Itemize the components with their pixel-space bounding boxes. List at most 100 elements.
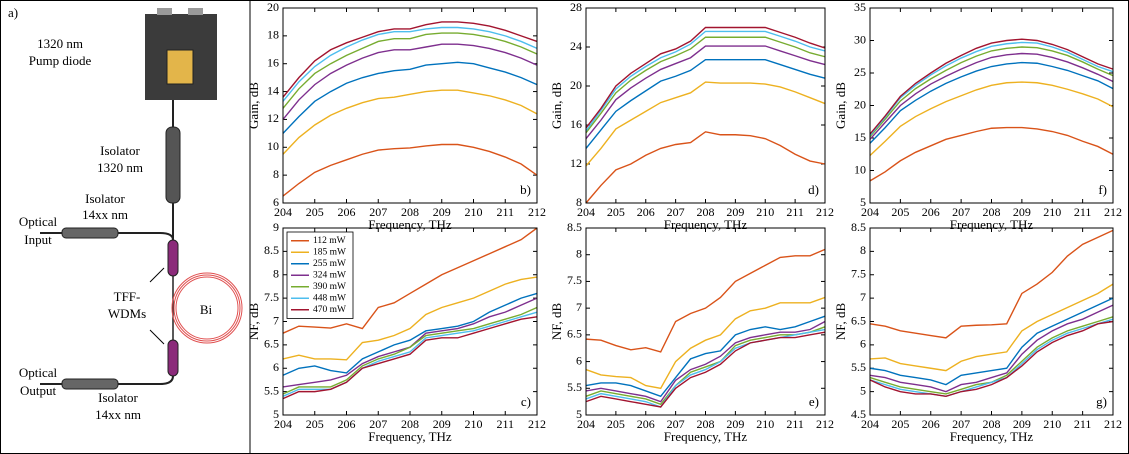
- wdm-label: TFF-: [114, 289, 141, 304]
- x-tick-label: 209: [1013, 205, 1031, 219]
- series-line: [282, 26, 538, 102]
- y-tick-label: 20: [854, 97, 866, 111]
- series-line: [585, 328, 826, 408]
- x-tick-label: 208: [401, 205, 419, 219]
- isolator-label: 14xx nm: [82, 207, 128, 222]
- y-tick-label: 35: [854, 0, 866, 14]
- series-line: [585, 58, 826, 149]
- wdm-label: WDMs: [108, 306, 146, 321]
- plot-frame: [282, 227, 538, 416]
- x-axis-label: Frequency, THz: [368, 429, 452, 444]
- x-tick-label: 210: [756, 417, 774, 431]
- panel-label: d): [808, 182, 819, 197]
- input-label: Optical: [19, 214, 58, 229]
- series-line: [869, 318, 1114, 398]
- series-line: [282, 89, 538, 155]
- y-tick-label: 18: [267, 28, 279, 42]
- isolator-label: 1320 nm: [97, 160, 143, 175]
- plot-frame: [585, 7, 826, 204]
- x-tick-label: 205: [891, 205, 909, 219]
- y-tick-label: 10: [854, 162, 866, 176]
- panel-label: a): [8, 5, 18, 20]
- legend-label: 470 mW: [313, 305, 346, 315]
- input-label: Input: [24, 232, 52, 247]
- series-line: [282, 292, 538, 376]
- y-tick-label: 8.5: [851, 220, 866, 234]
- y-tick-label: 16: [267, 55, 279, 69]
- fiber: [40, 232, 174, 241]
- x-tick-label: 209: [433, 205, 451, 219]
- x-tick-label: 209: [1013, 417, 1031, 431]
- y-tick-label: 6: [273, 195, 279, 209]
- x-tick-label: 204: [577, 205, 595, 219]
- x-tick-label: 211: [1074, 205, 1092, 219]
- legend-label: 324 mW: [313, 270, 346, 280]
- output-label: Output: [20, 383, 57, 398]
- arrow: [149, 329, 165, 345]
- y-tick-label: 28: [570, 0, 582, 14]
- plot-frame: [585, 227, 826, 416]
- x-tick-label: 208: [983, 205, 1001, 219]
- x-tick-label: 211: [496, 417, 514, 431]
- x-tick-label: 212: [816, 417, 834, 431]
- y-tick-label: 16: [570, 117, 582, 131]
- y-tick-label: 10: [267, 139, 279, 153]
- bi-fiber-coil: [171, 272, 243, 344]
- pump-chip: [166, 49, 194, 85]
- x-tick-label: 204: [861, 417, 879, 431]
- isolator-label: 14xx nm: [95, 407, 141, 422]
- y-tick-label: 7: [576, 300, 582, 314]
- plot-frame: [869, 227, 1114, 416]
- series-line: [585, 131, 826, 204]
- y-tick-label: 6.5: [567, 327, 582, 341]
- pump-label: 1320 nm: [37, 36, 83, 51]
- y-tick-label: 6: [273, 360, 279, 374]
- series-line: [585, 36, 826, 134]
- x-tick-label: 211: [786, 205, 804, 219]
- isolator-label: Isolator: [98, 390, 138, 405]
- legend-label: 448 mW: [313, 293, 346, 303]
- x-axis-label: Frequency, THz: [664, 429, 748, 444]
- y-tick-label: 30: [854, 32, 866, 46]
- x-tick-label: 207: [667, 205, 685, 219]
- y-tick-label: 8: [576, 195, 582, 209]
- y-tick-label: 9: [273, 220, 279, 234]
- wdm: [167, 239, 179, 277]
- panel-label: e): [809, 394, 819, 409]
- y-tick-label: 7.5: [567, 273, 582, 287]
- x-tick-label: 207: [952, 417, 970, 431]
- x-tick-label: 212: [1104, 205, 1122, 219]
- y-tick-label: 6: [860, 337, 866, 351]
- y-tick-label: 5: [576, 407, 582, 421]
- series-line: [869, 283, 1114, 372]
- y-tick-label: 8.5: [264, 243, 279, 257]
- x-tick-label: 209: [726, 417, 744, 431]
- series-line: [585, 331, 826, 408]
- y-tick-label: 5: [273, 407, 279, 421]
- x-tick-label: 208: [697, 417, 715, 431]
- y-tick-label: 4.5: [851, 407, 866, 421]
- y-tick-label: 7: [860, 290, 866, 304]
- x-tick-label: 212: [528, 417, 546, 431]
- legend-label: 255 mW: [313, 259, 346, 269]
- series-line: [282, 227, 538, 334]
- x-tick-label: 211: [496, 205, 514, 219]
- series-line: [585, 248, 826, 353]
- y-tick-label: 5: [860, 383, 866, 397]
- setup-diagram: a) 1320 nm Pump diode Isolator 1320 nm I…: [8, 5, 243, 422]
- series-line: [282, 21, 538, 98]
- wdm: [167, 339, 179, 377]
- series-line: [869, 320, 1114, 398]
- series-line: [585, 81, 826, 167]
- series-line: [282, 316, 538, 400]
- series-line: [869, 297, 1114, 386]
- output-label: Optical: [19, 365, 58, 380]
- y-tick-label: 20: [570, 78, 582, 92]
- x-tick-label: 205: [306, 417, 324, 431]
- y-tick-label: 6: [576, 353, 582, 367]
- legend-label: 390 mW: [313, 282, 346, 292]
- series-line: [585, 315, 826, 398]
- series-line: [282, 311, 538, 397]
- y-tick-label: 15: [854, 130, 866, 144]
- x-axis-label: Frequency, THz: [950, 429, 1034, 444]
